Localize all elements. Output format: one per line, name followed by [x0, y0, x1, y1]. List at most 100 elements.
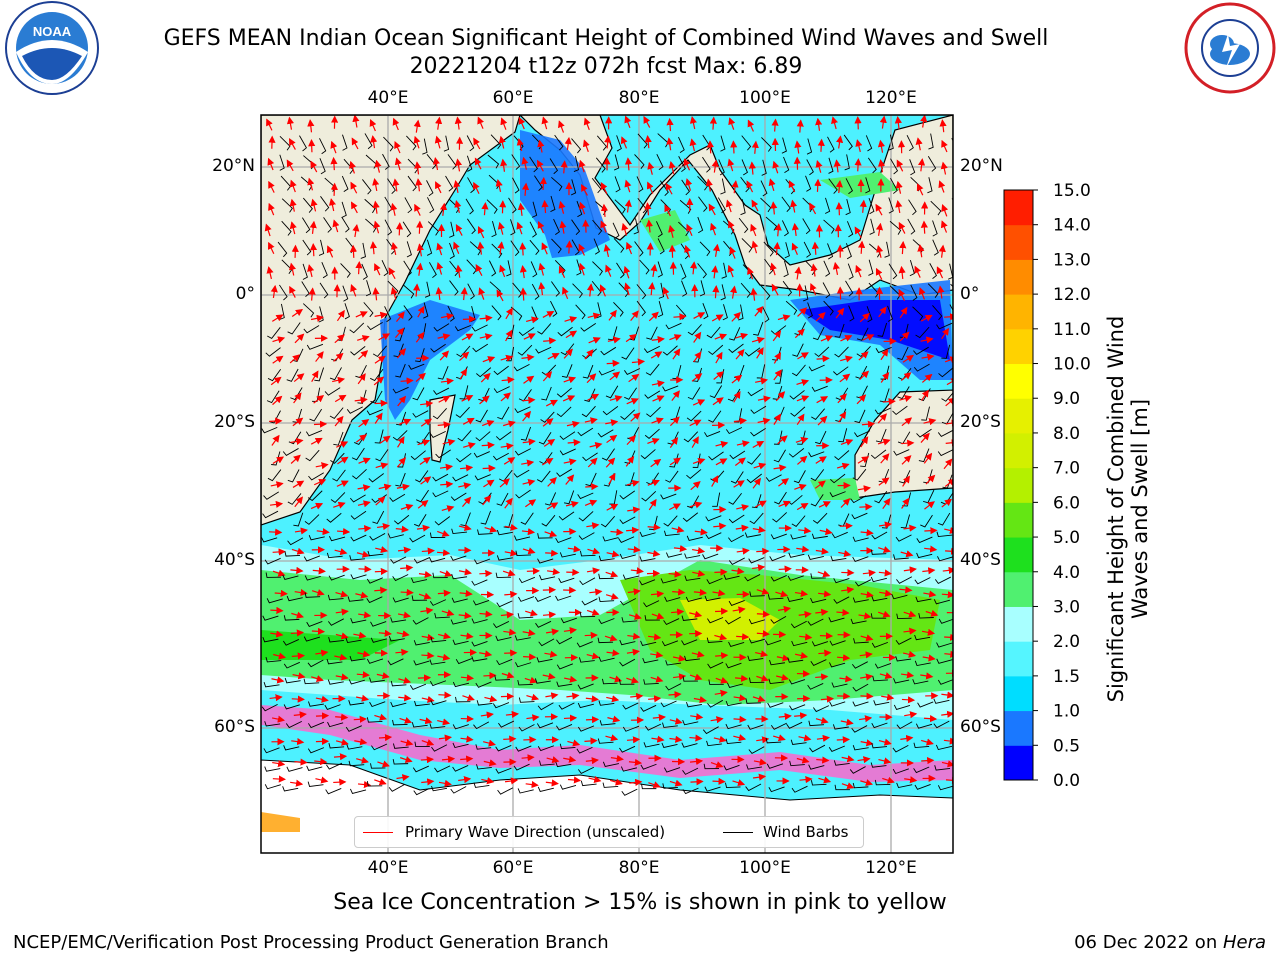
wave-direction-arrow	[770, 201, 778, 215]
wind-barb	[805, 175, 812, 192]
lat-tick-left: 60°S	[214, 717, 255, 737]
wave-direction-arrow	[757, 417, 771, 425]
wave-direction-arrow	[436, 261, 444, 275]
wind-barb	[559, 448, 576, 456]
wave-direction-arrow	[662, 286, 670, 300]
wave-direction-arrow	[519, 242, 527, 256]
wind-barb	[553, 218, 560, 235]
wave-direction-arrow	[625, 333, 637, 343]
wave-direction-arrow	[432, 157, 440, 171]
wave-direction-arrow	[397, 436, 405, 448]
wind-barb	[592, 261, 603, 276]
wave-direction-arrow	[313, 479, 327, 486]
wave-direction-arrow	[542, 371, 553, 382]
wave-direction-arrow	[587, 312, 601, 320]
wave-direction-arrow	[272, 456, 285, 465]
wave-direction-arrow	[877, 438, 891, 446]
wave-direction-arrow	[669, 416, 680, 427]
wave-direction-arrow	[349, 244, 358, 258]
wave-direction-arrow	[474, 157, 482, 170]
wind-barb	[429, 557, 446, 563]
wind-barb	[515, 489, 531, 499]
wave-direction-arrow	[436, 242, 444, 256]
wind-barb	[577, 492, 594, 500]
wind-barb	[941, 392, 953, 402]
wave-direction-arrow	[608, 309, 617, 321]
wave-direction-arrow	[358, 565, 372, 573]
wind-barb	[793, 470, 806, 484]
wave-direction-arrow	[537, 220, 545, 234]
wave-direction-arrow	[482, 495, 492, 506]
wind-barb	[392, 430, 408, 441]
wave-direction-arrow	[459, 368, 468, 380]
wind-barb	[304, 514, 320, 525]
wave-direction-arrow	[289, 221, 297, 235]
wave-direction-arrow	[523, 333, 536, 340]
wave-direction-arrow	[796, 395, 810, 402]
wind-barb	[382, 153, 390, 170]
wave-direction-arrow	[579, 201, 586, 215]
wind-barb	[851, 512, 868, 520]
wave-direction-arrow	[818, 501, 831, 508]
wind-barb	[309, 408, 323, 422]
wave-direction-arrow	[272, 395, 283, 406]
wave-direction-arrow	[896, 159, 904, 172]
wind-barb	[392, 386, 409, 394]
wave-direction-arrow	[880, 348, 889, 361]
wave-direction-arrow	[376, 522, 391, 531]
wave-direction-arrow	[289, 354, 301, 364]
wind-barb	[824, 197, 831, 214]
wave-direction-arrow	[774, 223, 782, 237]
wind-barb	[514, 448, 531, 456]
wave-direction-arrow	[578, 159, 586, 173]
wave-direction-arrow	[600, 203, 609, 217]
wave-direction-arrow	[481, 201, 489, 216]
wind-barb	[323, 217, 332, 233]
wave-direction-arrow	[563, 376, 577, 384]
colorbar-segment	[1004, 710, 1033, 746]
wave-direction-arrow	[498, 135, 506, 149]
wave-direction-arrow	[921, 373, 933, 383]
wave-direction-arrow	[839, 373, 851, 383]
wave-direction-arrow	[523, 375, 535, 384]
wind-barb	[319, 138, 327, 155]
wind-barb	[738, 217, 749, 234]
wind-barb	[814, 346, 830, 358]
wind-barb	[531, 283, 540, 300]
wave-direction-arrow	[693, 351, 702, 363]
wind-barb	[856, 327, 869, 341]
wave-direction-arrow	[267, 157, 275, 171]
wind-barb	[508, 197, 517, 214]
wind-barb	[367, 550, 384, 557]
wind-barb	[423, 302, 429, 319]
wave-direction-arrow	[286, 116, 294, 130]
wind-barb	[472, 343, 489, 353]
wave-direction-arrow	[652, 395, 665, 402]
wave-direction-arrow	[648, 281, 656, 296]
wind-barb	[475, 431, 491, 442]
wave-direction-arrow	[773, 413, 781, 425]
wave-direction-arrow	[453, 241, 460, 254]
wave-direction-arrow	[857, 456, 870, 464]
wind-barb	[663, 515, 678, 527]
wind-barb	[720, 178, 726, 195]
wind-barb	[349, 322, 365, 334]
wind-barb	[624, 368, 641, 375]
wave-direction-arrow	[378, 483, 392, 491]
wave-direction-arrow	[838, 411, 847, 423]
wave-direction-arrow	[495, 178, 503, 192]
wind-barb	[368, 473, 384, 483]
wind-barb	[687, 324, 702, 336]
wind-barb	[936, 531, 953, 538]
wave-direction-arrow	[944, 356, 953, 364]
colorbar-segment	[1004, 190, 1033, 226]
wind-barb	[740, 199, 746, 216]
wind-barb	[346, 406, 363, 414]
wave-direction-arrow	[584, 349, 594, 360]
wind-barb	[639, 531, 656, 537]
wave-direction-arrow	[307, 264, 315, 278]
wind-barb	[955, 222, 964, 236]
colorbar-segment	[1004, 224, 1033, 260]
wind-barb	[602, 536, 619, 542]
wave-direction-arrow	[650, 351, 663, 359]
